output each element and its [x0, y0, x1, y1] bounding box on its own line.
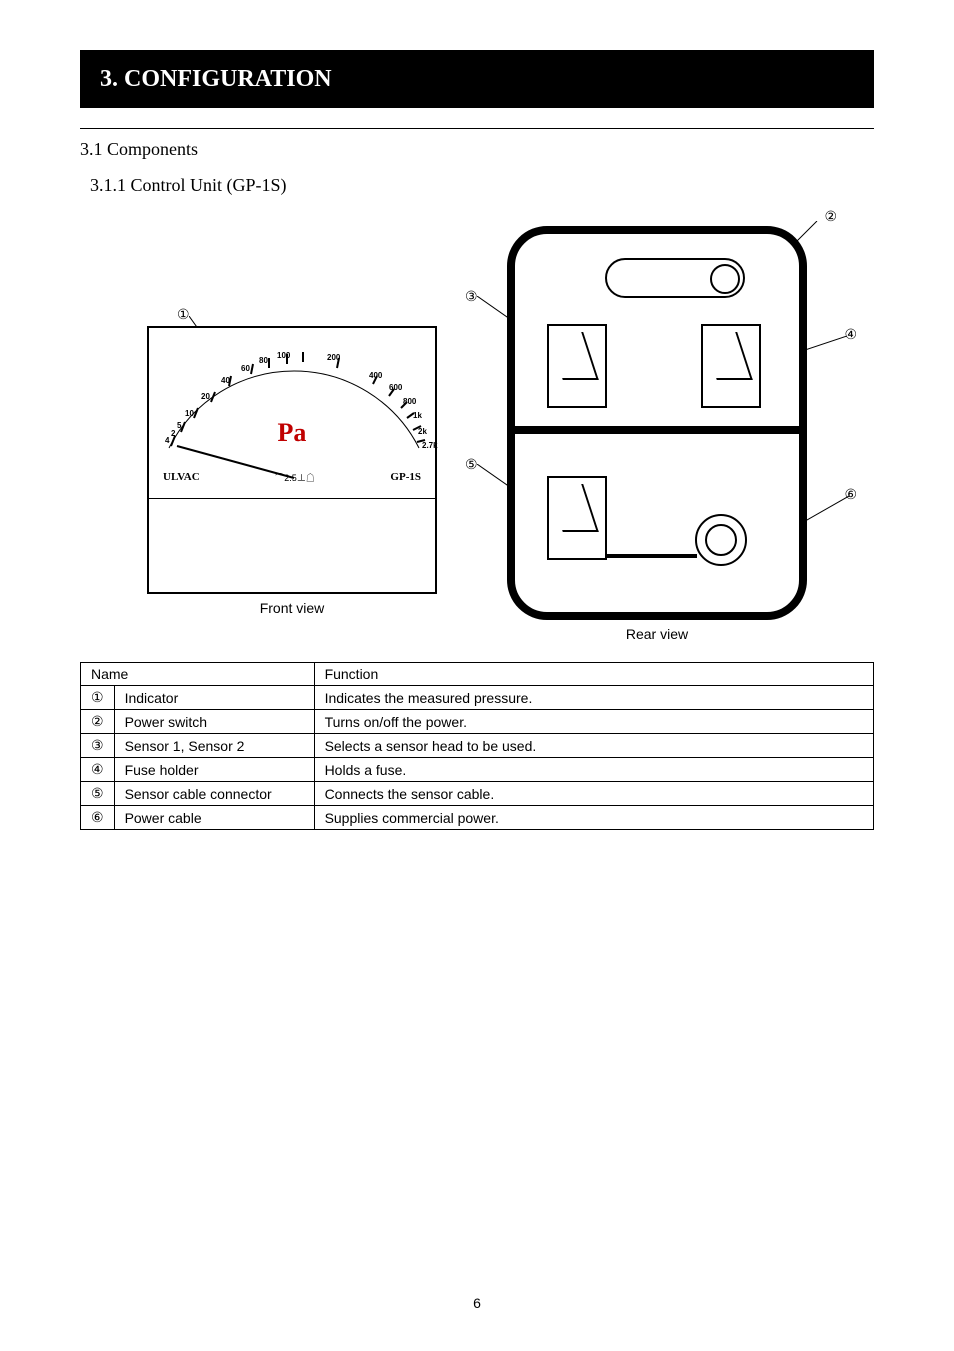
- table-row: ①IndicatorIndicates the measured pressur…: [81, 686, 874, 710]
- gauge-footer: ULVAC ⌒2.5⊥☖ GP-1S: [149, 471, 435, 484]
- svg-text:20: 20: [201, 392, 210, 401]
- sensor-2-box: [701, 324, 761, 408]
- gauge-unit: Pa: [149, 418, 435, 448]
- diagrams-row: ①: [80, 226, 874, 642]
- callout-1: ①: [177, 306, 190, 323]
- spec-table: Name Function ①IndicatorIndicates the me…: [80, 662, 874, 830]
- callout-5: ⑤: [465, 456, 478, 473]
- front-caption: Front view: [147, 600, 437, 616]
- svg-text:60: 60: [241, 364, 250, 373]
- device-frame: [507, 226, 807, 620]
- table-row: ③Sensor 1, Sensor 2Selects a sensor head…: [81, 734, 874, 758]
- gauge-accuracy: ⌒2.5⊥☖: [275, 471, 315, 484]
- svg-text:400: 400: [369, 371, 383, 380]
- table-row: ⑤Sensor cable connectorConnects the sens…: [81, 782, 874, 806]
- gauge-brand: ULVAC: [163, 471, 200, 484]
- section-subheading: 3.1.1 Control Unit (GP-1S): [90, 175, 874, 196]
- front-view-diagram: ①: [147, 326, 437, 616]
- table-header-row: Name Function: [81, 663, 874, 686]
- power-switch: [710, 264, 740, 294]
- svg-text:600: 600: [389, 383, 403, 392]
- svg-text:10: 10: [185, 409, 194, 418]
- section-header-bar: 3. CONFIGURATION: [80, 50, 874, 108]
- svg-text:100: 100: [277, 351, 291, 360]
- gauge-frame: 425 102040 6080100 200400600 8001k2k 2.7…: [147, 326, 437, 594]
- col-function: Function: [314, 663, 873, 686]
- sensor-connector-box: [547, 476, 607, 560]
- section-header-title: 3. CONFIGURATION: [100, 66, 332, 93]
- page-number: 6: [0, 1295, 954, 1311]
- rear-caption: Rear view: [507, 626, 807, 642]
- section-heading: 3.1 Components: [80, 139, 874, 160]
- sensor-1-box: [547, 324, 607, 408]
- table-row: ②Power switchTurns on/off the power.: [81, 710, 874, 734]
- svg-text:40: 40: [221, 376, 230, 385]
- device-divider: [515, 426, 799, 434]
- connector-line: [607, 554, 697, 558]
- gauge-divider: [149, 498, 435, 499]
- col-name: Name: [81, 663, 315, 686]
- svg-text:200: 200: [327, 353, 341, 362]
- svg-text:80: 80: [259, 356, 268, 365]
- divider: [80, 128, 874, 129]
- gauge-model: GP-1S: [390, 471, 421, 484]
- svg-text:800: 800: [403, 397, 417, 406]
- fuse-inner: [705, 524, 737, 556]
- rear-view-diagram: ② ③ ④ ⑤ ⑥ Rear view: [507, 226, 807, 642]
- table-row: ④Fuse holderHolds a fuse.: [81, 758, 874, 782]
- page: 3. CONFIGURATION 3.1 Components 3.1.1 Co…: [0, 0, 954, 870]
- table-row: ⑥Power cableSupplies commercial power.: [81, 806, 874, 830]
- callout-3: ③: [465, 288, 478, 305]
